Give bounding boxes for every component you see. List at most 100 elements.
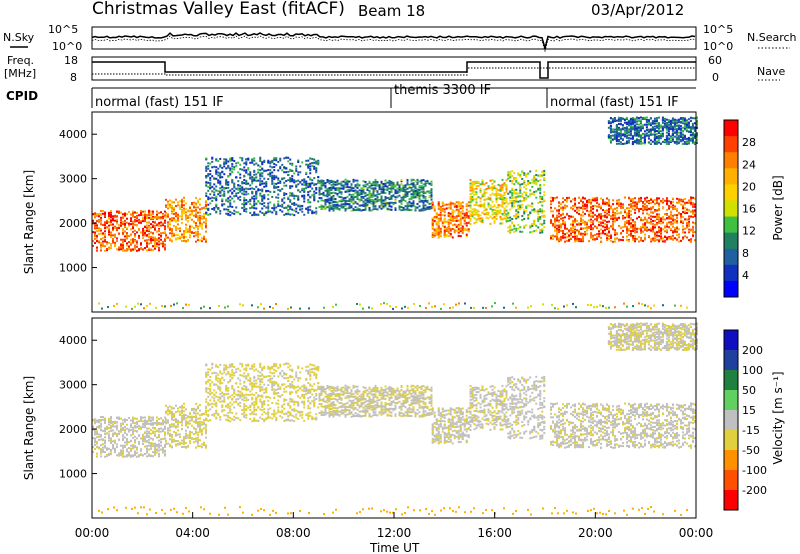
power-cell [580, 206, 583, 209]
power-cell [626, 215, 629, 218]
power-cell [509, 208, 512, 211]
power-cell [326, 199, 329, 202]
power-cell [686, 201, 689, 204]
power-cell [305, 207, 308, 210]
power-cell [215, 195, 218, 198]
power-cell [447, 227, 450, 230]
power-cell [640, 198, 643, 201]
power-cell [338, 208, 341, 211]
power-cell [388, 192, 391, 195]
power-cell [656, 202, 659, 205]
power-cell [334, 207, 337, 210]
power-cell [251, 161, 254, 164]
power-cell [136, 242, 138, 245]
power-cell [541, 208, 544, 211]
power-cell [457, 213, 460, 216]
power-cell [517, 211, 520, 214]
noise-panel: N.Sky 10^5 10^0 10^5 10^0 N.Search [3, 23, 797, 53]
power-cell [550, 236, 553, 239]
power-cell [433, 234, 436, 237]
power-cell [350, 198, 353, 201]
power-cell [108, 217, 110, 220]
power-cell [629, 126, 632, 129]
power-cell [92, 240, 94, 243]
power-cell [533, 223, 536, 226]
power-cell [609, 117, 612, 120]
power-cell [293, 209, 296, 212]
power-cell [614, 229, 617, 232]
power-cell [626, 228, 629, 231]
freq-left-tick-bottom: 8 [70, 71, 77, 84]
power-cell [307, 159, 310, 162]
power-cell [408, 198, 411, 201]
power-cell [255, 176, 258, 179]
power-cell [255, 202, 258, 205]
power-cell [346, 180, 349, 183]
power-cell [251, 192, 254, 195]
power-cell [588, 214, 591, 217]
power-cell [606, 220, 609, 223]
power-cell [437, 220, 440, 223]
power-cell [324, 189, 327, 192]
power-cell [632, 200, 635, 203]
power-cell [96, 236, 98, 239]
power-cell [138, 235, 140, 238]
power-cell [132, 226, 134, 229]
power-cell [554, 220, 557, 223]
power-cell [606, 212, 609, 215]
power-cell [336, 192, 339, 195]
power-cell [505, 184, 508, 187]
power-cell [346, 186, 349, 189]
power-cell [96, 234, 98, 237]
power-cell [660, 237, 663, 240]
power-cell [517, 181, 520, 184]
power-cell [501, 212, 504, 215]
power-cell [541, 170, 544, 173]
power-cell [344, 196, 347, 199]
power-cell [481, 179, 484, 182]
power-cell [364, 180, 367, 183]
power-cell [610, 215, 613, 218]
power-cell [554, 221, 557, 224]
power-cell [459, 215, 462, 218]
power-cell [196, 201, 199, 204]
power-cell [489, 222, 492, 225]
power-cell [162, 222, 164, 225]
power-cell [483, 198, 486, 201]
power-cell [604, 202, 607, 205]
power-cell [320, 179, 323, 182]
power-cell [499, 196, 502, 199]
power-cell [688, 239, 691, 242]
power-cell [447, 222, 450, 225]
power-cell [303, 194, 306, 197]
power-cell [590, 234, 593, 237]
power-cell [531, 185, 534, 188]
power-cell [263, 159, 266, 162]
power-cell [443, 214, 446, 217]
power-cell [666, 199, 669, 202]
power-cell [515, 180, 518, 183]
power-cell [225, 160, 228, 163]
power-cell [297, 205, 300, 208]
power-cell [217, 167, 220, 170]
power-cell [136, 219, 138, 222]
power-cell [273, 162, 276, 165]
power-cell [114, 215, 116, 218]
power-cell [668, 236, 671, 239]
power-cell [527, 183, 530, 186]
power-cell [211, 196, 214, 199]
power-cell [342, 199, 345, 202]
power-cell [690, 203, 693, 206]
power-cell [495, 194, 498, 197]
power-cell [439, 235, 442, 238]
power-cell [241, 182, 244, 185]
power-cell [616, 209, 619, 212]
power-cell [541, 174, 544, 177]
power-cell [148, 248, 150, 251]
power-cell [400, 202, 403, 205]
power-cell [652, 219, 655, 222]
power-cell [126, 234, 128, 237]
power-cell [447, 212, 450, 215]
power-cell [126, 227, 128, 230]
power-cell [469, 189, 472, 192]
